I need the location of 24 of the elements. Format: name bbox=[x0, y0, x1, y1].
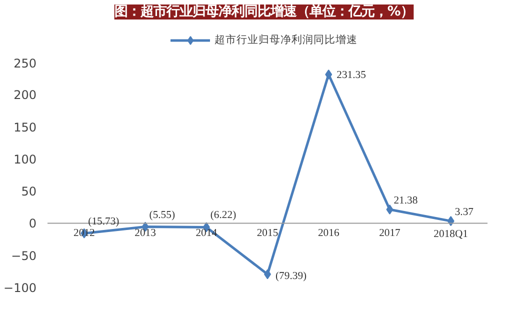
x-tick-label: 2015 bbox=[256, 228, 278, 240]
chart-title: 图：超市行业归母净利同比增速（单位：亿元，%） bbox=[114, 4, 414, 20]
y-tick-label: 100 bbox=[14, 152, 36, 166]
data-label: (5.55) bbox=[149, 210, 176, 221]
x-tick-label: 2016 bbox=[318, 228, 340, 240]
data-label: 21.38 bbox=[394, 195, 418, 206]
data-label: (15.73) bbox=[88, 216, 120, 228]
y-tick-label: −50 bbox=[11, 248, 37, 263]
x-tick-label: 2017 bbox=[379, 228, 402, 240]
y-tick-label: 50 bbox=[21, 184, 37, 199]
y-tick-label: 250 bbox=[14, 56, 36, 70]
y-tick-label: −100 bbox=[4, 281, 37, 295]
point bbox=[386, 204, 394, 214]
data-label: 231.35 bbox=[336, 70, 366, 81]
data-label: (79.39) bbox=[276, 270, 308, 282]
y-tick-label: 200 bbox=[14, 88, 36, 102]
x-tick-label: 2013 bbox=[134, 228, 156, 240]
data-label: (6.22) bbox=[210, 210, 237, 222]
y-tick-label: 150 bbox=[14, 120, 36, 134]
y-tick-label: 0 bbox=[28, 216, 37, 231]
legend-label: 超市行业归母净利润同比增速 bbox=[214, 32, 358, 46]
x-tick-label: 2018Q1 bbox=[434, 229, 468, 240]
point bbox=[325, 69, 332, 80]
data-label: 3.37 bbox=[454, 207, 474, 218]
